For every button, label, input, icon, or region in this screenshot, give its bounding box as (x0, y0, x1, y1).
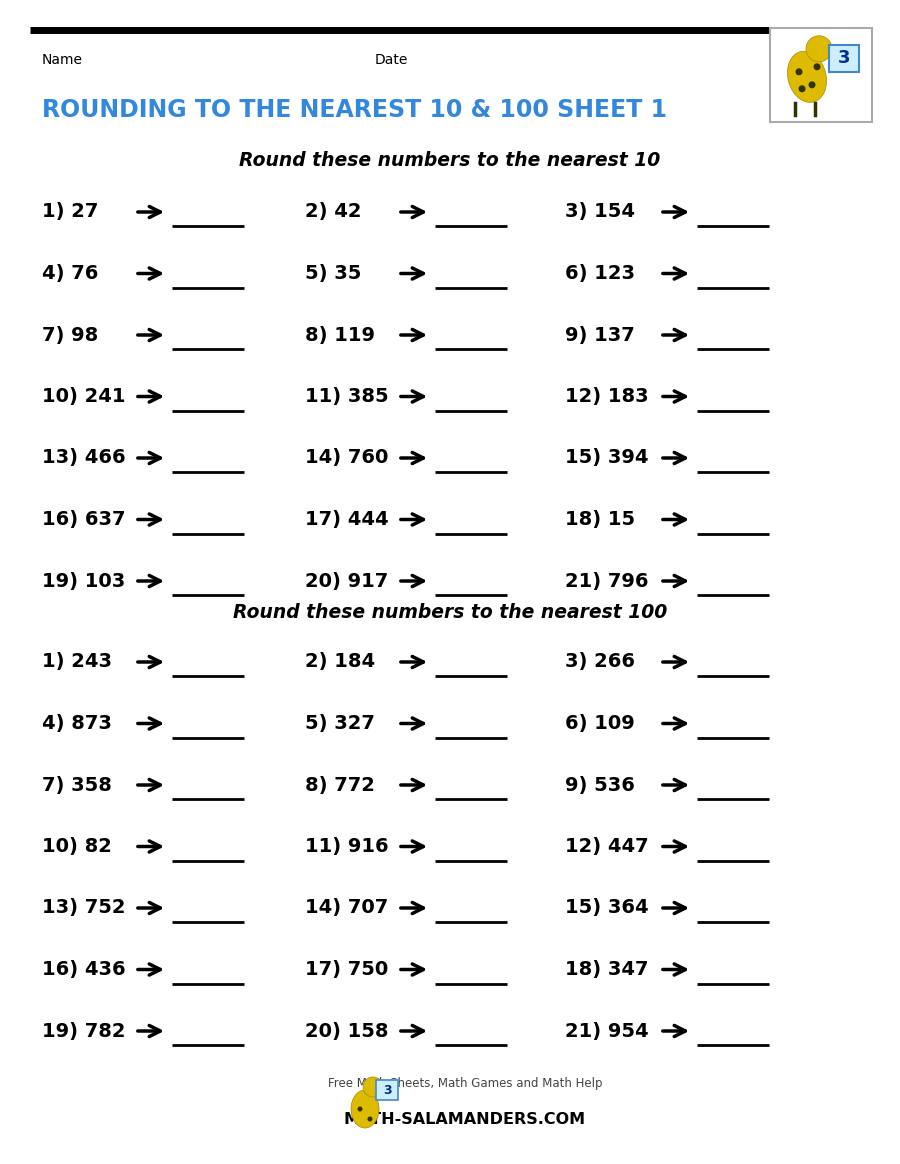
Text: 3: 3 (838, 49, 850, 68)
Text: 2) 42: 2) 42 (305, 203, 362, 221)
Text: 8) 772: 8) 772 (305, 775, 375, 795)
Circle shape (796, 69, 803, 76)
Text: 6) 109: 6) 109 (565, 714, 634, 733)
Text: ROUNDING TO THE NEAREST 10 & 100 SHEET 1: ROUNDING TO THE NEAREST 10 & 100 SHEET 1 (42, 98, 667, 122)
Text: MATH-SALAMANDERS.COM: MATH-SALAMANDERS.COM (344, 1112, 586, 1127)
Text: 6) 123: 6) 123 (565, 264, 635, 283)
Text: 19) 782: 19) 782 (42, 1022, 125, 1041)
Circle shape (806, 36, 832, 62)
Text: 3) 154: 3) 154 (565, 203, 635, 221)
Text: 11) 916: 11) 916 (305, 837, 389, 856)
Text: 4) 873: 4) 873 (42, 714, 112, 733)
Text: 1) 243: 1) 243 (42, 653, 112, 672)
Text: 1) 27: 1) 27 (42, 203, 98, 221)
Text: 5) 35: 5) 35 (305, 264, 362, 283)
Text: 18) 347: 18) 347 (565, 960, 649, 979)
Text: 15) 394: 15) 394 (565, 448, 649, 468)
Text: Name: Name (42, 54, 83, 68)
Text: 7) 358: 7) 358 (42, 775, 112, 795)
Text: 4) 76: 4) 76 (42, 264, 98, 283)
Text: 9) 536: 9) 536 (565, 775, 634, 795)
Text: 16) 436: 16) 436 (42, 960, 126, 979)
Text: 20) 917: 20) 917 (305, 572, 388, 590)
Text: 21) 954: 21) 954 (565, 1022, 649, 1041)
Text: 14) 707: 14) 707 (305, 899, 388, 917)
Text: 14) 760: 14) 760 (305, 448, 389, 468)
Text: 21) 796: 21) 796 (565, 572, 649, 590)
Circle shape (367, 1116, 373, 1121)
Text: 5) 327: 5) 327 (305, 714, 375, 733)
Circle shape (814, 63, 821, 70)
Text: 11) 385: 11) 385 (305, 386, 389, 406)
Text: 8) 119: 8) 119 (305, 326, 375, 345)
Text: Date: Date (375, 54, 409, 68)
FancyBboxPatch shape (770, 28, 872, 122)
Text: 17) 444: 17) 444 (305, 510, 389, 528)
Text: 10) 241: 10) 241 (42, 386, 125, 406)
Text: 10) 82: 10) 82 (42, 837, 112, 856)
Text: 13) 752: 13) 752 (42, 899, 125, 917)
Text: Round these numbers to the nearest 10: Round these numbers to the nearest 10 (239, 150, 661, 170)
FancyBboxPatch shape (376, 1080, 398, 1100)
Text: 2) 184: 2) 184 (305, 653, 375, 672)
Text: 17) 750: 17) 750 (305, 960, 388, 979)
Text: 7) 98: 7) 98 (42, 326, 98, 345)
FancyBboxPatch shape (829, 44, 859, 71)
Text: 12) 183: 12) 183 (565, 386, 649, 406)
Text: 3: 3 (382, 1084, 392, 1096)
Text: 13) 466: 13) 466 (42, 448, 126, 468)
Circle shape (798, 85, 806, 92)
Text: 15) 364: 15) 364 (565, 899, 649, 917)
Text: Round these numbers to the nearest 100: Round these numbers to the nearest 100 (233, 603, 667, 622)
Circle shape (357, 1107, 363, 1112)
Text: 12) 447: 12) 447 (565, 837, 649, 856)
Text: 19) 103: 19) 103 (42, 572, 125, 590)
Circle shape (808, 81, 815, 88)
Ellipse shape (788, 51, 826, 102)
Text: 18) 15: 18) 15 (565, 510, 635, 528)
Ellipse shape (351, 1090, 379, 1128)
Text: 9) 137: 9) 137 (565, 326, 634, 345)
Text: 16) 637: 16) 637 (42, 510, 125, 528)
Text: 3) 266: 3) 266 (565, 653, 635, 672)
Circle shape (363, 1077, 383, 1096)
Text: Free Math Sheets, Math Games and Math Help: Free Math Sheets, Math Games and Math He… (328, 1078, 602, 1091)
Text: 20) 158: 20) 158 (305, 1022, 389, 1041)
